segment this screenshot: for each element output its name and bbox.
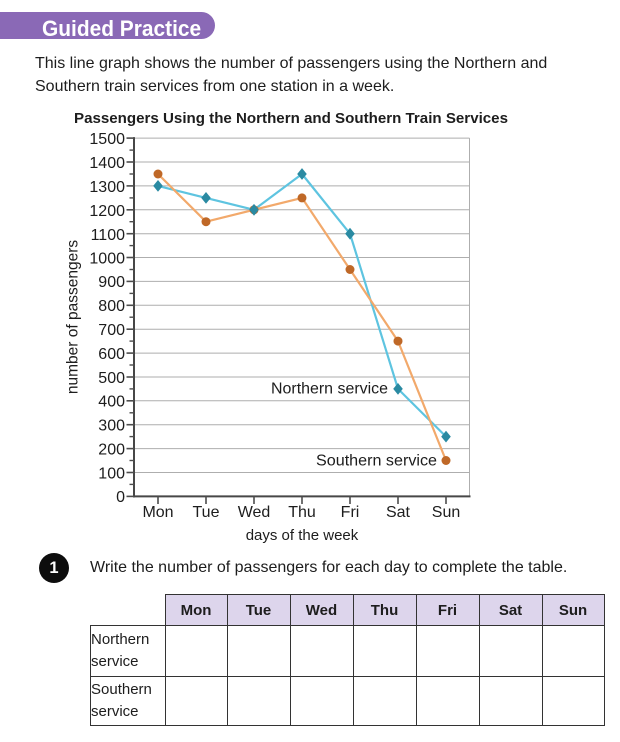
svg-text:300: 300 bbox=[98, 418, 125, 435]
svg-text:1200: 1200 bbox=[89, 203, 125, 220]
svg-text:400: 400 bbox=[98, 394, 125, 411]
svg-text:600: 600 bbox=[98, 346, 125, 363]
svg-text:Thu: Thu bbox=[288, 504, 316, 521]
svg-text:1000: 1000 bbox=[89, 250, 125, 267]
svg-text:700: 700 bbox=[98, 322, 125, 339]
svg-text:500: 500 bbox=[98, 370, 125, 387]
svg-text:Sun: Sun bbox=[432, 504, 460, 521]
svg-text:Northern service: Northern service bbox=[271, 381, 388, 398]
svg-text:Wed: Wed bbox=[238, 504, 271, 521]
svg-text:Passengers Using the Northern: Passengers Using the Northern and Southe… bbox=[74, 110, 508, 127]
svg-text:Southern service: Southern service bbox=[316, 453, 437, 470]
svg-text:Tue: Tue bbox=[193, 504, 220, 521]
svg-text:Mon: Mon bbox=[142, 504, 173, 521]
svg-text:1500: 1500 bbox=[89, 131, 125, 148]
svg-text:days of the week: days of the week bbox=[246, 527, 359, 544]
svg-text:1100: 1100 bbox=[91, 227, 126, 244]
svg-text:900: 900 bbox=[98, 274, 125, 291]
svg-text:100: 100 bbox=[98, 465, 125, 482]
svg-text:1300: 1300 bbox=[89, 179, 125, 196]
svg-text:number of passengers: number of passengers bbox=[65, 240, 82, 394]
svg-text:1400: 1400 bbox=[89, 155, 125, 172]
svg-text:0: 0 bbox=[116, 489, 125, 506]
svg-text:Sat: Sat bbox=[386, 504, 411, 521]
svg-text:200: 200 bbox=[98, 441, 125, 458]
svg-text:Fri: Fri bbox=[341, 504, 360, 521]
svg-text:800: 800 bbox=[98, 298, 125, 315]
